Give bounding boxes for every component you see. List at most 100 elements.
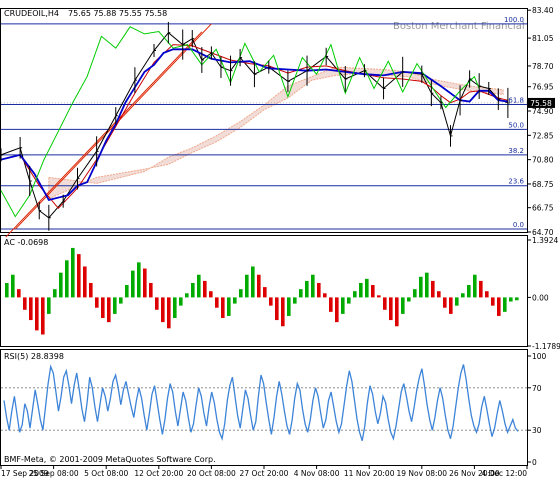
ac-bar <box>83 266 87 298</box>
ac-bar <box>479 280 483 298</box>
price-tick-label: 66.75 <box>532 204 554 213</box>
watermark: Boston Merchant Financial <box>393 21 525 32</box>
ac-bar <box>5 282 9 298</box>
main-price-panel: 83.40 81.05 78.70 76.95 74.90 72.85 70.80 68.75… <box>0 6 555 238</box>
ac-bar <box>101 297 105 319</box>
ac-bar <box>131 270 135 298</box>
ac-bar <box>149 282 153 298</box>
main-panel-frame <box>0 8 528 233</box>
ac-bar <box>41 297 45 335</box>
rsi-panel-frame <box>0 349 528 466</box>
ac-bar <box>233 297 237 304</box>
ac-bar <box>263 287 267 298</box>
ac-bar <box>239 289 243 298</box>
fib-trend-line <box>14 23 212 230</box>
ac-bar <box>119 297 123 304</box>
last-price-label: 75.58 <box>530 99 552 108</box>
ohlc-label: 75.65 75.88 75.55 75.58 <box>68 9 167 18</box>
ac-bar <box>461 293 465 298</box>
ac-bar <box>389 297 393 321</box>
fib-level-label: 61.8 <box>508 96 524 104</box>
time-tick-label: 27 Oct 20:00 <box>240 469 289 478</box>
time-tick-label: 4 Dec 12:00 <box>481 469 527 478</box>
time-tick-label: 25 Sep 08:00 <box>29 469 79 478</box>
price-tick-label: 68.75 <box>532 180 554 189</box>
ac-bar <box>515 297 519 301</box>
ac-bar <box>47 297 51 314</box>
ac-tick-label: 0.00 <box>532 293 549 302</box>
ac-bar <box>179 297 183 306</box>
ac-bar <box>197 274 201 298</box>
ac-bar <box>77 254 81 298</box>
time-tick-label: 19 Nov 08:00 <box>397 469 448 478</box>
symbol-label: CRUDEOIL,H4 <box>4 9 59 18</box>
time-tick-label: 12 Oct 20:00 <box>134 469 183 478</box>
ac-bar <box>443 297 447 308</box>
time-tick-label: 11 Nov 20:00 <box>344 469 395 478</box>
ac-bar <box>71 247 75 298</box>
ac-bar <box>167 297 171 329</box>
ac-bar <box>65 260 69 298</box>
ac-bar <box>245 274 249 298</box>
ac-bar <box>491 297 495 306</box>
ac-bar <box>329 297 333 312</box>
price-tick-label: 74.90 <box>532 107 554 116</box>
rsi-tick-label: 30 <box>532 426 542 435</box>
ac-bar <box>251 266 255 298</box>
ac-bar <box>395 297 399 327</box>
price-tick-label: 83.40 <box>532 6 554 15</box>
ac-bar <box>503 297 507 312</box>
ac-bar <box>437 291 441 298</box>
ac-bar <box>347 297 351 304</box>
ac-bar <box>401 297 405 314</box>
rsi-tick-label: 0 <box>532 458 537 467</box>
series-chikou-span <box>0 26 480 218</box>
ac-bar <box>215 297 219 308</box>
fib-channel-line <box>5 31 203 238</box>
rsi-tick-label: 70 <box>532 384 542 393</box>
ac-bar <box>497 297 501 316</box>
ac-bar <box>305 280 309 298</box>
ac-bar <box>317 282 321 298</box>
ac-bar <box>425 272 429 298</box>
ac-bar <box>35 297 39 331</box>
ac-bar <box>371 285 375 298</box>
ac-bar <box>11 274 15 298</box>
price-tick-label: 70.80 <box>532 156 554 165</box>
ac-bar <box>431 280 435 298</box>
ac-bar <box>509 297 513 302</box>
ac-bar <box>173 297 177 319</box>
ac-bar <box>17 289 21 298</box>
ac-bar <box>485 291 489 298</box>
time-tick-label: 26 Nov 20:00 <box>449 469 500 478</box>
ac-bar <box>449 297 453 314</box>
ac-bar <box>365 278 369 298</box>
rsi-title: RSI(5) 28.8398 <box>4 352 64 361</box>
ac-title: AC -0.0698 <box>4 238 48 247</box>
ac-bar <box>227 297 231 316</box>
time-tick-label: 4 Nov 08:00 <box>294 469 340 478</box>
ac-bar <box>107 297 111 323</box>
fib-level-label: 50.0 <box>508 121 524 129</box>
ac-bar <box>467 285 471 298</box>
ichimoku-kumo-cloud <box>48 66 504 200</box>
ac-bar <box>413 289 417 298</box>
rsi-indicator-panel: 100 70 30 0 <box>1 352 547 467</box>
ac-bar <box>125 285 129 298</box>
ac-bar <box>113 297 117 314</box>
ac-bar <box>161 297 165 323</box>
ac-bar <box>59 272 63 298</box>
ac-bar <box>155 297 159 310</box>
ac-tick-label: -1.1789 <box>532 342 560 351</box>
fib-level-label: 23.6 <box>508 178 524 186</box>
ac-bar <box>455 297 459 306</box>
ac-tick-label: 1.3924 <box>532 236 558 245</box>
ac-bar <box>281 297 285 327</box>
ac-bar <box>23 297 27 310</box>
ac-bar <box>95 297 99 308</box>
rsi-tick-label: 100 <box>532 352 547 361</box>
ac-bar <box>221 297 225 319</box>
ac-bar <box>53 289 57 298</box>
